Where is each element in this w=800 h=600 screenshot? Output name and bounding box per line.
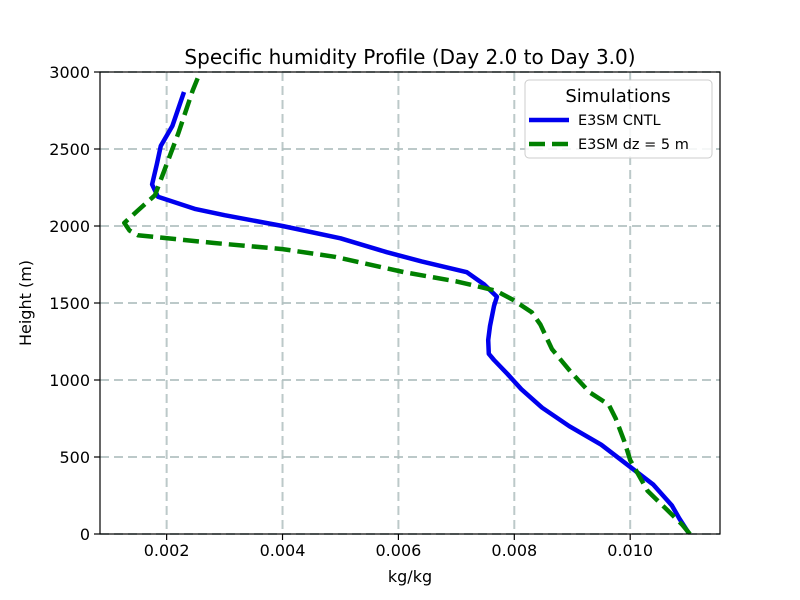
y-axis-label: Height (m) (16, 260, 35, 346)
y-tick-label: 2000 (49, 217, 90, 236)
y-tick-label: 500 (59, 448, 90, 467)
x-axis-label: kg/kg (388, 567, 432, 586)
y-tick-label: 0 (80, 525, 90, 544)
legend-label-dz5: E3SM dz = 5 m (578, 137, 689, 153)
legend-label-cntl: E3SM CNTL (578, 113, 661, 129)
series-line-dz5 (122, 72, 692, 534)
axes-ticks: 0.002 0.004 0.006 0.008 0.010 0 500 1000 1500 200… (49, 63, 653, 560)
x-tick-label: 0.002 (144, 541, 190, 560)
legend-title: Simulations (565, 86, 670, 107)
x-tick-label: 0.010 (607, 541, 653, 560)
x-tick-label: 0.008 (491, 541, 537, 560)
legend-box (524, 79, 713, 159)
y-tick-label: 1500 (49, 294, 90, 313)
y-tick-label: 1000 (49, 371, 90, 390)
x-tick-label: 0.006 (376, 541, 422, 560)
y-tick-label: 3000 (49, 63, 90, 82)
legend: Simulations E3SM CNTL E3SM dz = 5 m (524, 79, 713, 159)
chart-title: Specific humidity Profile (Day 2.0 to Da… (184, 45, 635, 69)
x-tick-label: 0.004 (260, 541, 306, 560)
y-tick-label: 2500 (49, 140, 90, 159)
series-layer (122, 72, 692, 534)
